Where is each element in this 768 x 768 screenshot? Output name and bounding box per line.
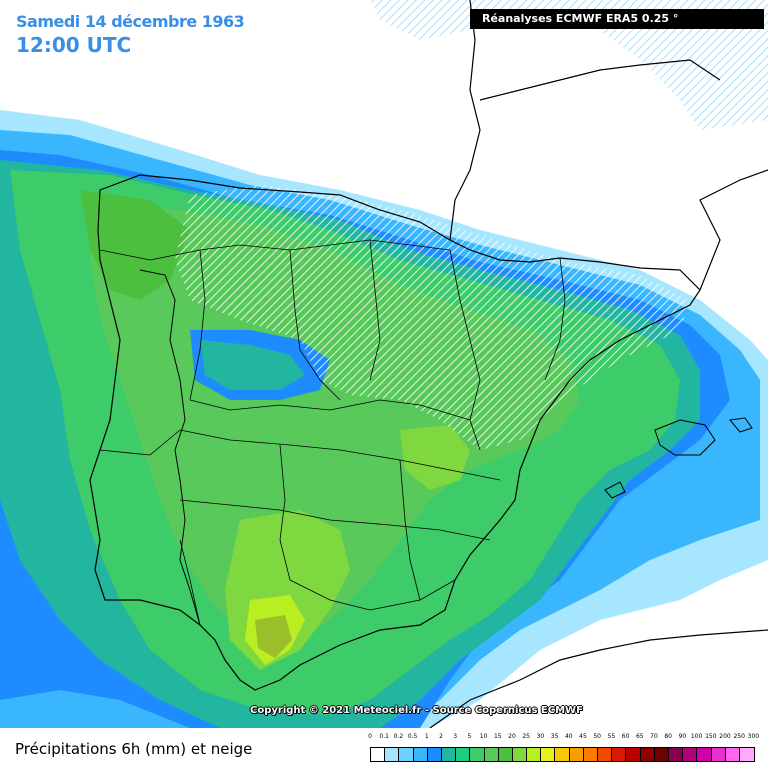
scale-tick-label: 60	[621, 733, 630, 740]
color-scale-cell	[527, 748, 542, 761]
scale-tick-label: 70	[650, 733, 658, 740]
color-scale-cell	[711, 748, 726, 761]
map-date: Samedi 14 décembre 1963	[16, 12, 245, 31]
legend-title: Précipitations 6h (mm) et neige	[15, 740, 253, 758]
copyright-text: Copyright © 2021 Meteociel.fr - Source C…	[250, 705, 583, 716]
color-scale-cell	[626, 748, 641, 761]
precipitation-map	[0, 0, 768, 728]
scale-tick-label: 0.2	[393, 733, 404, 740]
scale-tick-label: 50	[593, 733, 602, 740]
color-scale-cell	[456, 748, 471, 761]
scale-tick-label: 30	[536, 733, 545, 740]
france-coast	[449, 0, 481, 241]
precip-zone-olive	[255, 615, 292, 658]
color-scale-cell	[598, 748, 613, 761]
scale-tick-label: 2	[439, 733, 443, 740]
scale-tick-label: 90	[678, 733, 687, 740]
scale-tick-label: 40	[564, 733, 573, 740]
scale-tick-label: 20	[508, 733, 516, 740]
scale-tick-label: 65	[635, 733, 644, 740]
scale-tick-label: 100	[690, 733, 703, 740]
balearic-ibiza	[604, 481, 626, 499]
color-scale-cell	[484, 748, 499, 761]
color-scale-cell	[683, 748, 698, 761]
source-label: Réanalyses ECMWF ERA5 0.25 °	[470, 9, 764, 29]
scale-tick-label: 1	[424, 733, 429, 740]
color-scale-cell	[399, 748, 414, 761]
africa-coast	[429, 629, 768, 728]
scale-tick-label: 10	[479, 733, 488, 740]
scale-tick-label: 15	[493, 733, 502, 740]
france-med-coast	[699, 169, 768, 291]
color-scale-cell	[555, 748, 570, 761]
color-scale-cell	[470, 748, 485, 761]
scale-tick-label: 200	[719, 733, 731, 740]
color-scale-cell	[697, 748, 712, 761]
color-scale-cell	[640, 748, 655, 761]
balearic-mallorca	[654, 419, 716, 456]
snow-hatch-area	[175, 185, 690, 450]
scale-tick-label: 45	[579, 733, 587, 740]
scale-tick-label: 25	[522, 733, 531, 740]
color-scale-cell	[612, 748, 627, 761]
color-scale-cell	[427, 748, 442, 761]
scale-tick-label: 0.1	[379, 733, 389, 740]
coastlines	[89, 0, 768, 728]
color-scale-cell	[569, 748, 584, 761]
scale-tick-label: 0.5	[407, 733, 418, 740]
scale-tick-label: 80	[664, 733, 673, 740]
color-scale-cell	[371, 748, 386, 761]
scale-tick-label: 300	[747, 733, 760, 740]
color-scale-cell	[725, 748, 740, 761]
color-scale-cell	[541, 748, 556, 761]
brittany-coast	[479, 59, 721, 101]
north-snow-hatch-area	[370, 0, 768, 130]
scale-tick-label: 250	[733, 733, 745, 740]
scale-tick-label: 150	[705, 733, 717, 740]
precip-zone-green-west	[80, 190, 190, 300]
color-scale-cell	[583, 748, 598, 761]
color-scale-cell	[739, 748, 755, 761]
portugal-border	[139, 269, 201, 626]
precip-zone-teal-pocket	[200, 340, 305, 390]
scale-tick-label: 0	[368, 733, 372, 740]
scale-tick-label: 55	[607, 733, 616, 740]
color-scale-cell	[441, 748, 457, 761]
color-scale-cell	[668, 748, 684, 761]
color-scale: 0 0.1 0.2 0.5 1 2 3 5 10 15 20 25 30 35 40 45 50 55 60 65 70…	[368, 733, 759, 763]
scale-tick-label: 3	[453, 733, 458, 740]
map-time: 12:00 UTC	[16, 33, 132, 57]
scale-tick-label: 35	[550, 733, 559, 740]
color-scale-cell	[385, 748, 400, 761]
balearic-menorca	[729, 417, 753, 433]
legend-footer: Précipitations 6h (mm) et neige 0 0.1 0.2 0…	[0, 728, 768, 768]
color-scale-cell	[654, 748, 669, 761]
scale-tick-label: 5	[467, 733, 472, 740]
color-scale-cell	[512, 748, 528, 761]
precip-zone-yellowgreen-center	[400, 425, 470, 490]
color-scale-cell	[498, 748, 513, 761]
iberia-coastline	[89, 174, 701, 691]
color-scale-cells	[370, 747, 756, 762]
color-scale-cell	[413, 748, 428, 761]
region-borders	[99, 239, 566, 626]
